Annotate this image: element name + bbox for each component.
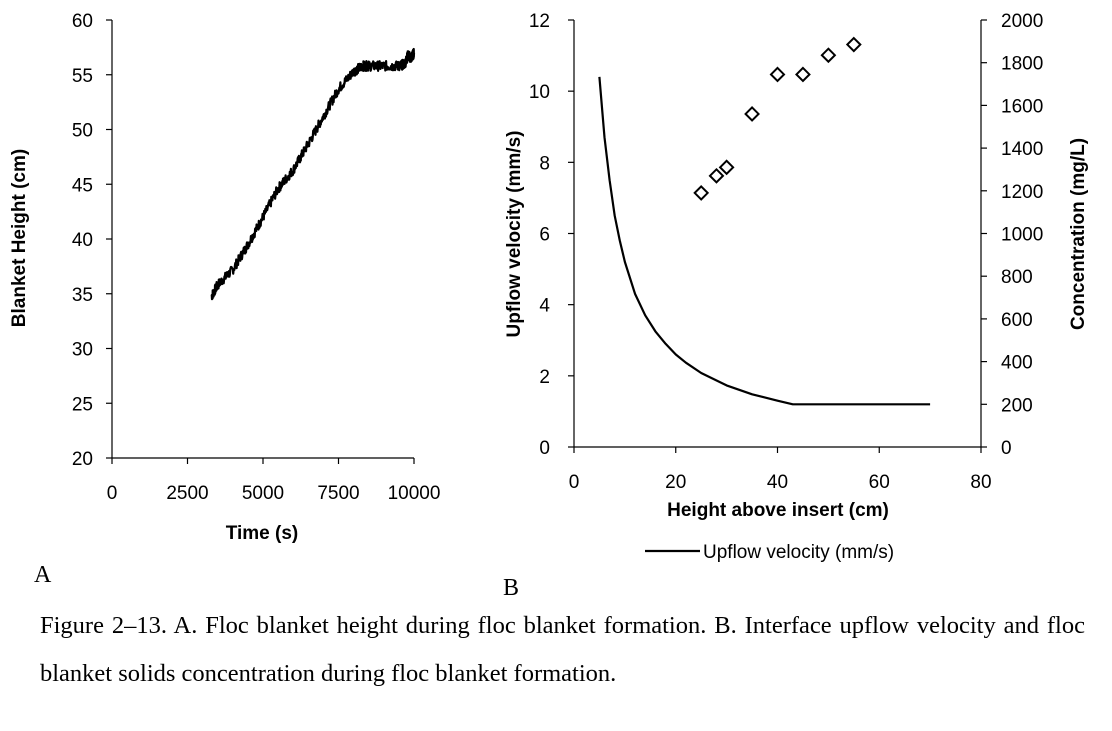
concentration-point — [708, 167, 725, 184]
y-axis-ticks: 20 25 30 35 40 45 50 55 60 — [72, 11, 112, 470]
y2-tick-label: 1600 — [1001, 96, 1043, 117]
y-tick-label: 40 — [72, 230, 93, 251]
right-y-axis-ticks: 0 200 400 600 800 1000 1200 1400 1600 1800 2000 — [981, 11, 1043, 459]
y-tick-label: 4 — [539, 296, 550, 317]
x-tick-label: 80 — [970, 472, 991, 493]
legend: Upflow velocity (mm/s) — [645, 542, 894, 563]
y-tick-label: 6 — [539, 225, 550, 246]
x-tick-label: 20 — [665, 472, 686, 493]
y2-tick-label: 600 — [1001, 310, 1033, 331]
concentration-point — [795, 66, 811, 83]
y2-tick-label: 1800 — [1001, 54, 1043, 75]
x-tick-label: 40 — [767, 472, 788, 493]
y-tick-label: 10 — [529, 82, 550, 103]
x-tick-label: 5000 — [242, 483, 284, 504]
x-axis-ticks: 0 20 40 60 80 — [569, 447, 992, 493]
x-tick-label: 0 — [569, 472, 580, 493]
y2-tick-label: 200 — [1001, 395, 1033, 416]
y2-tick-label: 2000 — [1001, 11, 1043, 32]
y-tick-label: 30 — [72, 340, 93, 361]
left-y-axis-ticks: 0 2 4 6 8 10 12 — [529, 11, 574, 459]
concentration-point — [769, 66, 786, 83]
y-tick-label: 25 — [72, 394, 93, 415]
y-tick-label: 35 — [72, 285, 93, 306]
upflow-velocity-line — [598, 76, 931, 406]
y2-tick-label: 400 — [1001, 353, 1033, 374]
concentration-points — [693, 36, 862, 201]
y2-tick-label: 0 — [1001, 438, 1012, 459]
y-tick-label: 55 — [72, 66, 93, 87]
y-tick-label: 12 — [529, 11, 550, 32]
concentration-point — [845, 36, 862, 53]
y2-tick-label: 1400 — [1001, 139, 1043, 160]
concentration-point — [744, 106, 760, 122]
y-tick-label: 45 — [72, 175, 93, 196]
concentration-point — [693, 185, 710, 201]
left-y-axis-title: Upflow velocity (mm/s) — [504, 131, 525, 338]
y-tick-label: 20 — [72, 449, 93, 470]
x-tick-label: 10000 — [388, 483, 441, 504]
x-tick-label: 60 — [869, 472, 890, 493]
y2-tick-label: 1000 — [1001, 225, 1043, 246]
y-tick-label: 8 — [539, 153, 550, 174]
x-axis-title: Time (s) — [226, 523, 299, 544]
legend-label: Upflow velocity (mm/s) — [703, 542, 894, 563]
concentration-point — [718, 159, 735, 176]
x-tick-label: 7500 — [317, 483, 359, 504]
y2-tick-label: 800 — [1001, 267, 1033, 288]
y-tick-label: 50 — [72, 121, 93, 142]
concentration-point — [820, 47, 837, 64]
y-tick-label: 0 — [539, 438, 550, 459]
x-tick-label: 2500 — [166, 483, 208, 504]
y-tick-label: 60 — [72, 11, 93, 32]
y-axis-title: Blanket Height (cm) — [9, 149, 30, 327]
y-tick-label: 2 — [539, 367, 550, 388]
blanket-height-line — [210, 47, 416, 301]
right-y-axis-title: Concentration (mg/L) — [1068, 138, 1089, 330]
y2-tick-label: 1200 — [1001, 182, 1043, 203]
x-tick-label: 0 — [107, 483, 118, 504]
panel-label-a: A — [34, 562, 52, 588]
figure-caption: Figure 2–13. A. Floc blanket height duri… — [40, 612, 1085, 687]
x-axis-title: Height above insert (cm) — [667, 500, 889, 521]
chart-a: 20 25 30 35 40 45 50 55 60 0 2500 5000 7500 10000 Ti… — [9, 11, 441, 544]
x-axis-ticks: 0 2500 5000 7500 10000 — [107, 458, 441, 504]
panel-label-b: B — [503, 575, 520, 601]
